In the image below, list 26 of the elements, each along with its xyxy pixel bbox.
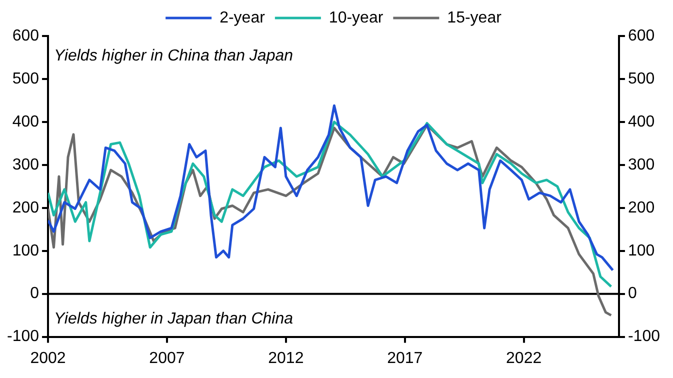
x-tick-label: 2002 (30, 350, 66, 367)
x-tick-label: 2022 (506, 350, 542, 367)
legend-label: 10-year (328, 9, 384, 26)
x-tick-label: 2007 (149, 350, 185, 367)
annotation: Yields higher in Japan than China (54, 310, 294, 328)
y2-tick-label: 200 (628, 199, 655, 216)
legend-label: 2-year (220, 9, 266, 26)
y2-tick-label: 600 (628, 27, 655, 44)
y-tick-label: 300 (12, 156, 40, 174)
y-tick-label: 500 (12, 70, 40, 88)
legend-label: 15-year (447, 9, 502, 26)
x-tick-label: 2017 (387, 350, 423, 367)
y2-tick-label: 400 (628, 113, 655, 130)
y2-tick-label: -100 (628, 328, 660, 346)
y-tick-label: 200 (12, 199, 40, 216)
y2-tick-label: 500 (628, 70, 655, 88)
x-tick-label: 2012 (268, 350, 304, 367)
y-tick-label: -100 (6, 328, 40, 346)
y-tick-label: 100 (12, 242, 40, 260)
y-tick-label: 400 (12, 113, 40, 130)
y2-tick-label: 300 (628, 156, 655, 174)
annotation: Yields higher in China than Japan (54, 47, 294, 64)
y2-tick-label: 100 (628, 242, 655, 260)
y-tick-label: 600 (12, 27, 40, 44)
y-tick-label: 0 (30, 285, 40, 302)
y2-tick-label: 0 (628, 285, 637, 302)
